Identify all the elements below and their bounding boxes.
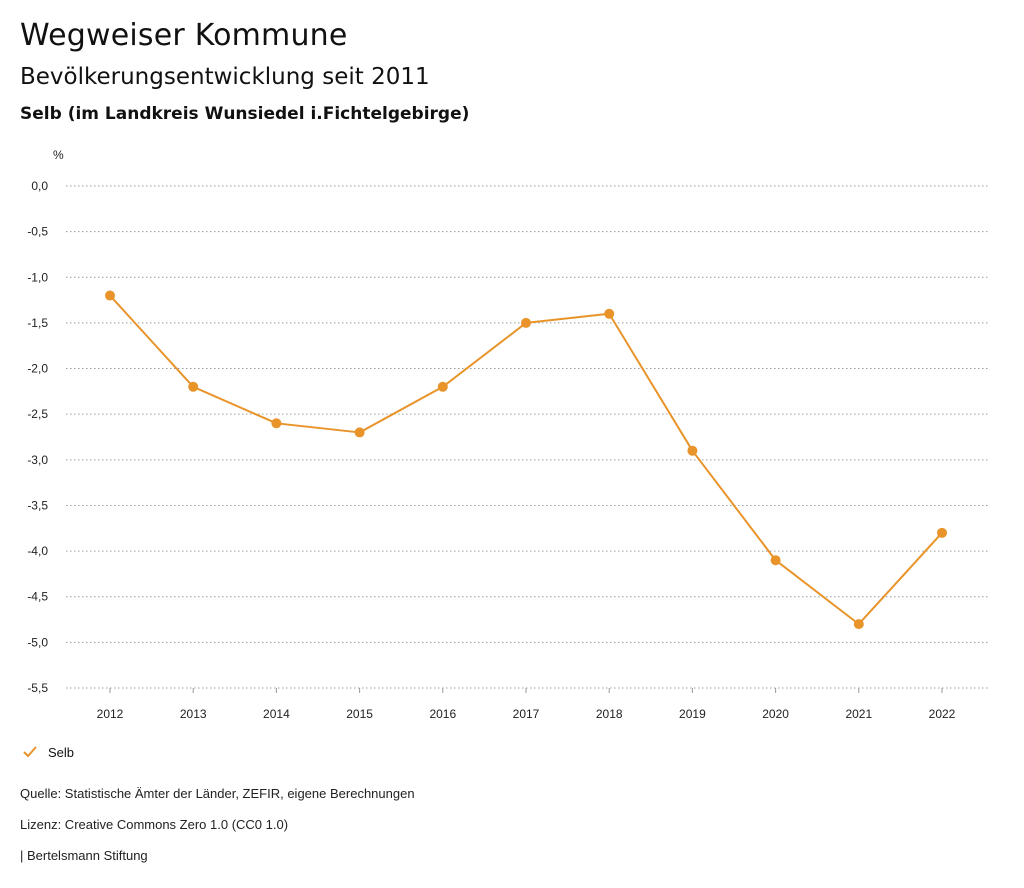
x-tick-label: 2017 xyxy=(513,707,540,721)
x-tick-label: 2012 xyxy=(97,707,124,721)
data-point-2016[interactable] xyxy=(437,381,448,392)
y-tick-label: -3,5 xyxy=(27,498,48,512)
publisher-note: | Bertelsmann Stiftung xyxy=(20,848,148,863)
legend-label: Selb xyxy=(48,744,75,760)
y-tick-label: 0,0 xyxy=(31,179,48,193)
x-tick-label: 2020 xyxy=(762,707,789,721)
data-point-2015[interactable] xyxy=(354,427,365,438)
y-tick-label: -5,0 xyxy=(27,635,48,649)
x-tick-label: 2018 xyxy=(596,707,623,721)
x-tick-label: 2015 xyxy=(346,707,373,721)
y-tick-label: -0,5 xyxy=(27,225,48,239)
x-tick-label: 2019 xyxy=(679,707,706,721)
x-axis: 2012 2013 2014 2015 2016 2017 2018 2019 2020 2021… xyxy=(97,688,956,721)
data-point-2019[interactable] xyxy=(687,445,698,456)
data-point-2014[interactable] xyxy=(271,418,282,429)
check-icon xyxy=(23,746,37,758)
y-tick-label: -3,0 xyxy=(27,453,48,467)
y-tick-label: -5,5 xyxy=(27,681,48,695)
data-point-2012[interactable] xyxy=(105,290,115,301)
source-note: Quelle: Statistische Ämter der Länder, Z… xyxy=(20,786,415,801)
chart-subtitle: Bevölkerungsentwicklung seit 2011 xyxy=(20,64,430,90)
x-tick-label: 2016 xyxy=(429,707,456,721)
y-tick-label: -2,5 xyxy=(27,407,48,421)
x-tick-label: 2021 xyxy=(845,707,872,721)
data-point-2017[interactable] xyxy=(521,317,531,328)
page-title: Wegweiser Kommune xyxy=(20,18,348,53)
legend-item-selb[interactable]: Selb xyxy=(22,744,74,760)
license-note: Lizenz: Creative Commons Zero 1.0 (CC0 1… xyxy=(20,817,289,832)
series-selb[interactable] xyxy=(105,290,947,630)
y-tick-label: -4,0 xyxy=(27,544,48,558)
grid: 0,0 -0,5 -1,0 -1,5 -2,0 -2,5 -3,0 -3,5 -4,0 -4,5 -… xyxy=(27,179,990,695)
x-tick-label: 2013 xyxy=(180,707,207,721)
data-point-2022[interactable] xyxy=(937,527,947,538)
data-point-2013[interactable] xyxy=(188,381,199,392)
region-title: Selb (im Landkreis Wunsiedel i.Fichtelge… xyxy=(20,104,470,124)
y-tick-label: -2,0 xyxy=(27,362,48,376)
y-tick-label: -1,0 xyxy=(27,270,48,284)
line-chart: % 0,0 -0,5 -1,0 -1,5 -2,0 -2,5 -3,0 -3,5 -4,0 -4,… xyxy=(27,148,990,721)
x-tick-label: 2014 xyxy=(263,707,290,721)
data-point-2020[interactable] xyxy=(770,555,781,566)
y-tick-label: -1,5 xyxy=(27,316,48,330)
y-tick-label: -4,5 xyxy=(27,590,48,604)
data-point-2018[interactable] xyxy=(604,308,615,319)
x-tick-label: 2022 xyxy=(929,707,956,721)
y-axis-unit: % xyxy=(53,148,64,162)
data-point-2021[interactable] xyxy=(853,619,864,630)
